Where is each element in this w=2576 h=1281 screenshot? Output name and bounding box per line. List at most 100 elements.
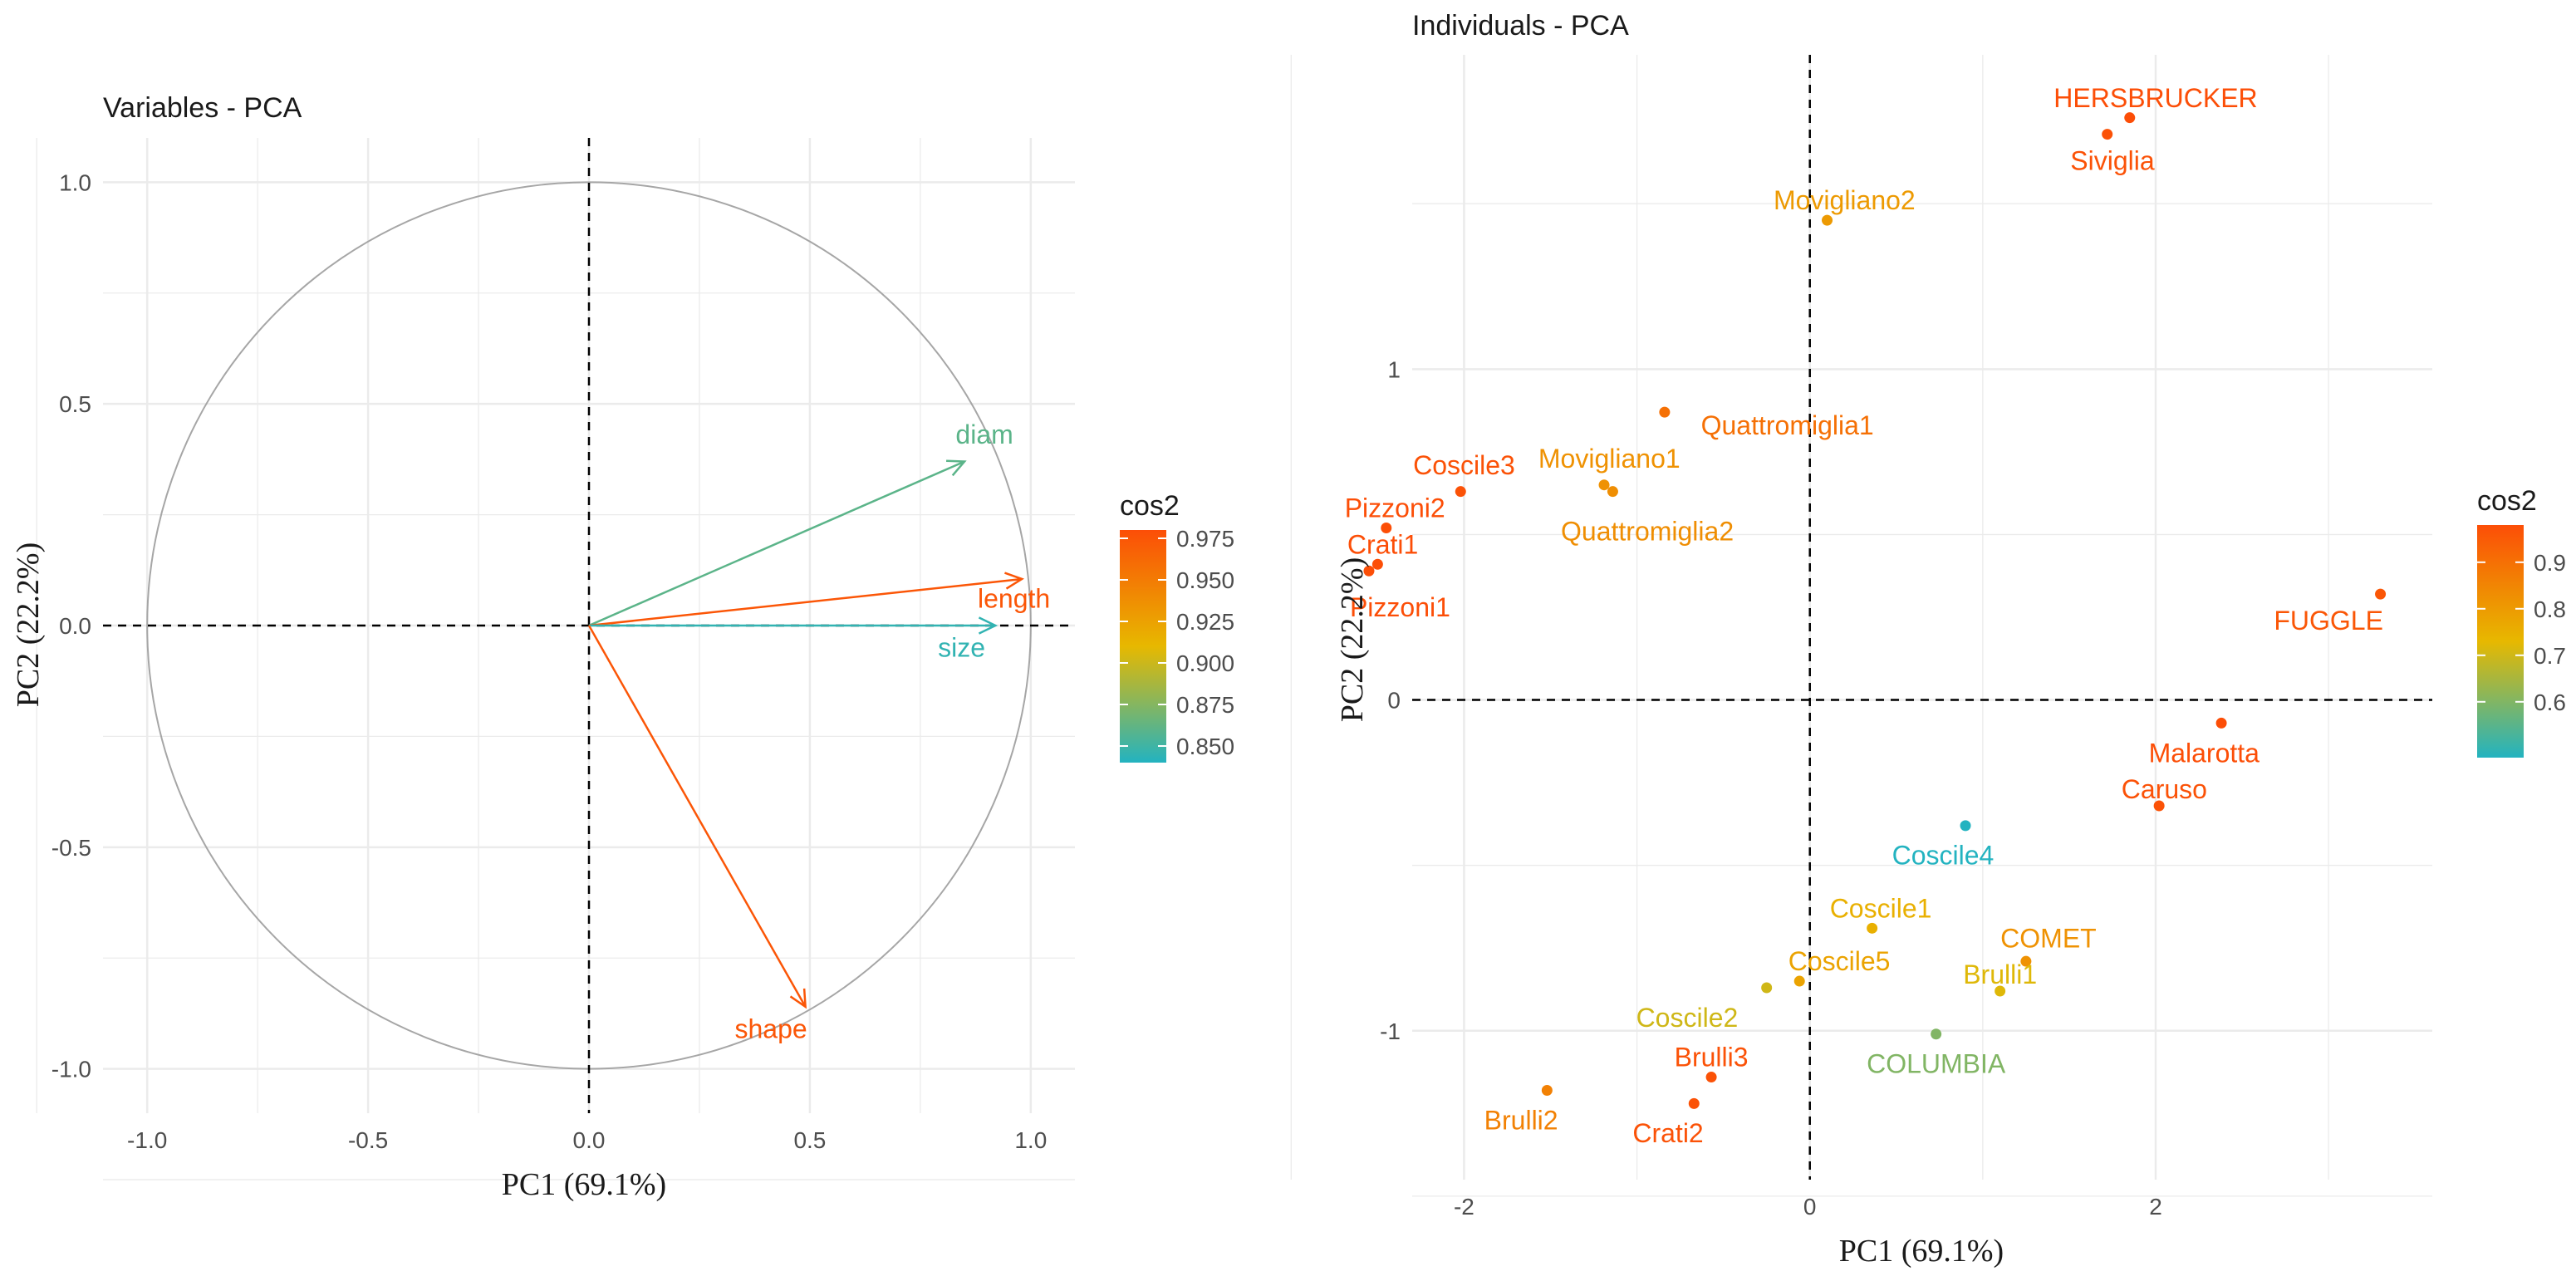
y-tick-label: 0.5 <box>59 391 91 417</box>
arrowhead-size <box>978 616 999 635</box>
variable-label-diam: diam <box>955 420 1013 449</box>
point-Brulli3 <box>1705 1072 1717 1083</box>
arrow-shape <box>587 625 807 1008</box>
point-label-Coscile4: Coscile4 <box>1892 841 1995 871</box>
point-label-HERSBRUCKER: HERSBRUCKER <box>2053 83 2257 113</box>
point-label-Movigliano2: Movigliano2 <box>1774 185 1916 215</box>
y-tick-label: 0 <box>1387 688 1401 714</box>
arrow-diam <box>588 460 965 627</box>
point-label-Coscile3: Coscile3 <box>1413 450 1515 480</box>
legend-tick-label: 0.6 <box>2534 690 2566 715</box>
legend-tick-label: 0.875 <box>1176 692 1234 718</box>
point-label-Movigliano1: Movigliano1 <box>1538 444 1681 474</box>
variable-label-length: length <box>978 584 1050 614</box>
point-Siviglia <box>2102 129 2113 140</box>
variable-label-size: size <box>938 632 985 662</box>
legend-tick-label: 0.975 <box>1176 526 1234 552</box>
variable-label-shape: shape <box>735 1014 807 1043</box>
individuals-cos2-legend: cos2 0.9 0.8 0.7 0.6 <box>2477 485 2566 758</box>
individual-points: HERSBRUCKER Siviglia Movigliano2 Quattromig… <box>1345 83 2387 1148</box>
y-tick-label: -1 <box>1380 1018 1401 1044</box>
point-label-Coscile5: Coscile5 <box>1788 946 1891 976</box>
point-Brulli1 <box>1995 985 2006 997</box>
point-FUGGLE <box>2375 588 2387 600</box>
point-label-Caruso: Caruso <box>2122 774 2207 804</box>
x-tick-label: -1.0 <box>127 1127 167 1153</box>
point-COLUMBIA <box>1931 1028 1942 1040</box>
arrowhead-shape <box>789 988 807 1009</box>
point-Pizzoni1 <box>1363 565 1375 577</box>
point-label-Malarotta: Malarotta <box>2149 738 2260 768</box>
individuals-y-axis-label: PC2 (22.2%) <box>1335 557 1370 722</box>
variables-legend-title: cos2 <box>1120 490 1180 522</box>
point-Movigliano2 <box>1822 214 1833 226</box>
x-tick-label: 0.5 <box>793 1127 826 1153</box>
point-label-Quattromiglia2: Quattromiglia2 <box>1561 516 1734 546</box>
point-Coscile4 <box>1960 820 1971 832</box>
point-label-Brulli2: Brulli2 <box>1484 1105 1558 1135</box>
y-tick-label: -0.5 <box>52 835 91 861</box>
variables-y-axis-label: PC2 (22.2%) <box>11 542 46 707</box>
point-COMET <box>2020 955 2032 967</box>
legend-tick-label: 0.9 <box>2534 550 2566 576</box>
y-tick-label: -1.0 <box>52 1057 91 1082</box>
point-Caruso <box>2153 800 2165 812</box>
point-label-Pizzoni1: Pizzoni1 <box>1350 592 1450 622</box>
variable-arrows: diam length size shape <box>587 420 1050 1043</box>
variables-y-tick-labels: -1.0 -0.5 0.0 0.5 1.0 <box>52 169 91 1082</box>
point-Brulli2 <box>1541 1084 1553 1096</box>
x-tick-label: -0.5 <box>348 1127 388 1153</box>
y-tick-label: 1.0 <box>59 169 91 195</box>
variables-colorbar <box>1120 530 1166 763</box>
individuals-x-axis-label: PC1 (69.1%) <box>1839 1234 2004 1269</box>
point-label-COLUMBIA: COLUMBIA <box>1867 1049 2006 1079</box>
point-label-Crati2: Crati2 <box>1632 1118 1703 1148</box>
point-Movigliano1 <box>1598 479 1610 491</box>
variables-x-axis-label: PC1 (69.1%) <box>502 1167 666 1202</box>
individuals-pca-panel: Individuals - PCA HERSBRUCKER Siviglia Mov… <box>1290 10 2566 1269</box>
point-Quattromiglia2 <box>1607 486 1618 498</box>
legend-tick-label: 0.8 <box>2534 596 2566 622</box>
point-Crati1 <box>1371 558 1383 570</box>
point-label-Brulli1: Brulli1 <box>1963 960 2037 989</box>
point-label-Brulli3: Brulli3 <box>1675 1043 1749 1072</box>
arrow-length <box>588 577 1023 627</box>
point-label-Crati1: Crati1 <box>1347 529 1418 559</box>
y-tick-label: 1 <box>1387 356 1401 382</box>
point-Crati2 <box>1688 1097 1700 1109</box>
x-tick-label: 1.0 <box>1014 1127 1047 1153</box>
point-label-Coscile1: Coscile1 <box>1830 893 1932 923</box>
arrowhead-diam <box>946 459 967 477</box>
variables-cos2-legend: cos2 0.975 0.950 0.925 0.900 0.875 0.850 <box>1120 490 1234 763</box>
point-label-Quattromiglia1: Quattromiglia1 <box>1701 410 1874 440</box>
legend-tick-label: 0.900 <box>1176 650 1234 676</box>
point-HERSBRUCKER <box>2124 112 2136 124</box>
variables-x-tick-labels: -1.0 -0.5 0.0 0.5 1.0 <box>127 1127 1047 1153</box>
point-Malarotta <box>2215 717 2227 729</box>
point-Coscile5 <box>1793 975 1805 987</box>
point-Coscile1 <box>1867 922 1878 934</box>
point-label-Pizzoni2: Pizzoni2 <box>1345 493 1445 523</box>
variables-grid <box>36 138 1075 1180</box>
individuals-colorbar <box>2477 525 2524 758</box>
variables-pca-panel: Variables - PCA diam length size shape -1.0… <box>11 92 1234 1202</box>
variables-chart-title: Variables - PCA <box>103 92 302 124</box>
individuals-zero-lines <box>1412 55 2432 1180</box>
arrowhead-length <box>1004 572 1025 590</box>
legend-tick-label: 0.950 <box>1176 567 1234 593</box>
legend-tick-label: 0.850 <box>1176 734 1234 759</box>
point-label-Coscile2: Coscile2 <box>1636 1003 1739 1033</box>
point-label-FUGGLE: FUGGLE <box>2274 606 2383 636</box>
individuals-y-tick-labels: -1 0 1 <box>1380 356 1401 1043</box>
point-Coscile3 <box>1455 486 1466 498</box>
individuals-grid <box>1290 55 2432 1197</box>
x-tick-label: -2 <box>1454 1194 1474 1220</box>
x-tick-label: 0.0 <box>573 1127 606 1153</box>
point-Coscile2 <box>1761 982 1773 994</box>
legend-tick-label: 0.7 <box>2534 643 2566 669</box>
y-tick-label: 0.0 <box>59 613 91 639</box>
point-Quattromiglia1 <box>1659 406 1671 418</box>
x-tick-label: 2 <box>2149 1194 2162 1220</box>
individuals-x-tick-labels: -2 0 2 <box>1454 1194 2162 1220</box>
individuals-legend-ticks: 0.9 0.8 0.7 0.6 <box>2477 550 2566 715</box>
